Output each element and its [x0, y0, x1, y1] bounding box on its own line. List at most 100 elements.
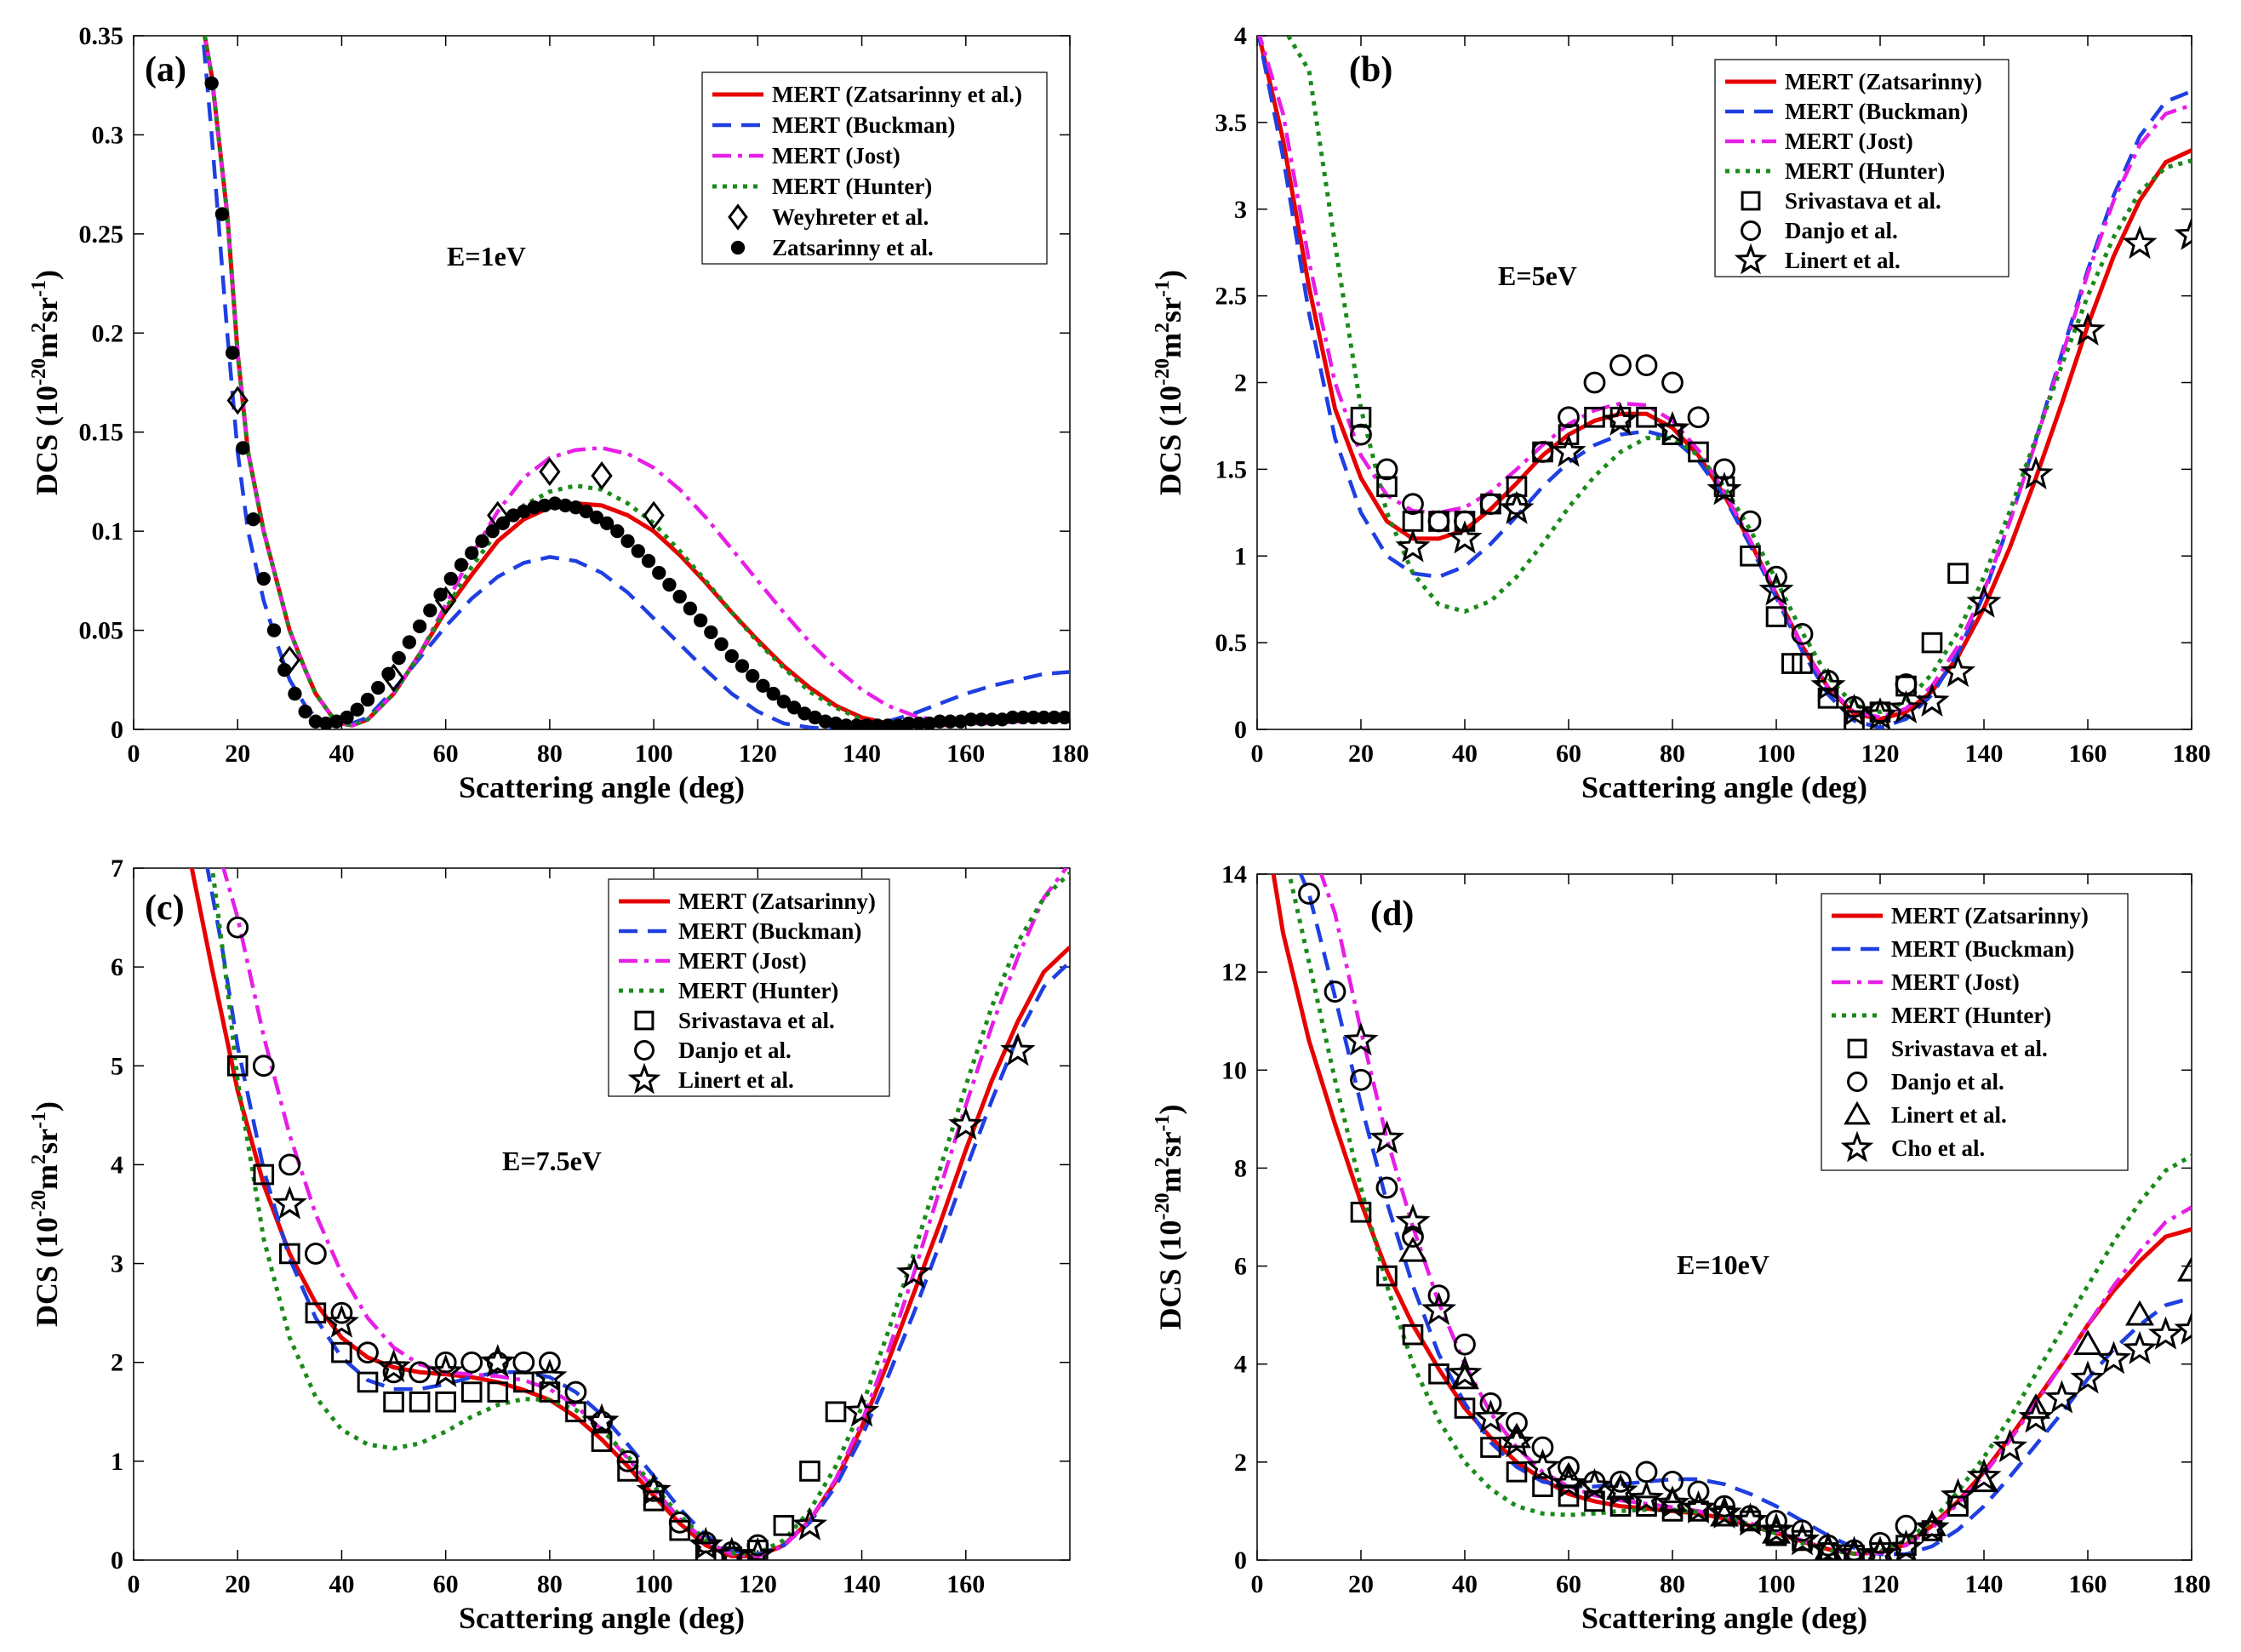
x-tick-label: 20	[225, 740, 250, 768]
data-point-danjo-et-al-	[538, 1351, 561, 1374]
y-axis-label-part: )	[1153, 1104, 1187, 1114]
data-point-srivastava-et-al-	[1740, 545, 1761, 567]
plot-area	[133, 35, 1071, 730]
y-tick-label: 0.3	[92, 121, 124, 149]
data-point-linert-et-al-	[1867, 1537, 1893, 1560]
data-point-srivastava-et-al-	[799, 1461, 820, 1482]
data-point-danjo-et-al-	[1791, 1519, 1814, 1542]
y-tick-label: 2	[1234, 369, 1247, 397]
data-point-linert-et-al-	[532, 1358, 568, 1392]
data-point-danjo-et-al-	[1427, 1284, 1450, 1307]
data-point-linert-et-al-	[1706, 472, 1742, 506]
panel-label: (b)	[1349, 50, 1392, 89]
legend-marker	[1844, 1100, 1871, 1125]
legend-marker	[634, 1010, 655, 1031]
data-point-zatsarinny-et-al-	[443, 571, 458, 586]
data-point-zatsarinny-et-al-	[735, 659, 750, 673]
x-tick-label: 180	[2173, 1570, 2211, 1598]
legend-entry: MERT (Jost)	[1891, 969, 2020, 995]
data-point-cho-et-al-	[2122, 1330, 2158, 1364]
data-point-danjo-et-al-	[1583, 371, 1606, 394]
y-tick-label: 3	[1234, 196, 1247, 224]
data-point-zatsarinny-et-al-	[214, 207, 230, 221]
data-point-zatsarinny-et-al-	[236, 441, 250, 455]
legend-marker	[627, 1062, 661, 1095]
data-point-danjo-et-al-	[1609, 354, 1632, 377]
x-tick-label: 60	[433, 1570, 459, 1598]
data-point-srivastava-et-al-	[1376, 1265, 1398, 1287]
y-tick-label: 0.35	[79, 22, 124, 50]
data-point-zatsarinny-et-al-	[485, 523, 500, 539]
data-point-linert-et-al-	[1758, 572, 1794, 606]
data-point-danjo-et-al-	[1739, 510, 1762, 533]
legend-entry: MERT (Jost)	[772, 143, 900, 169]
legend-entry: MERT (Buckman)	[772, 112, 955, 138]
data-point-danjo-et-al-	[1661, 371, 1684, 394]
y-tick-label: 0.5	[1215, 629, 1248, 657]
data-point-danjo-et-al-	[1765, 565, 1787, 588]
data-point-cho-et-al-	[2147, 1316, 2184, 1350]
data-point-linert-et-al-	[1814, 1535, 1843, 1560]
x-tick-label: 20	[1348, 1570, 1374, 1598]
legend: MERT (Zatsarinny et al.) MERT (Buckman) ME…	[701, 71, 1048, 265]
data-point-zatsarinny-et-al-	[204, 76, 219, 91]
x-tick-label: 40	[1452, 1570, 1478, 1598]
legend-entry: MERT (Jost)	[1785, 129, 1913, 154]
y-tick-label: 2	[1234, 1449, 1247, 1477]
legend-entry: Linert et al.	[1785, 248, 1901, 273]
data-point-linert-et-al-	[375, 1348, 412, 1383]
data-point-zatsarinny-et-al-	[256, 571, 271, 586]
data-point-zatsarinny-et-al-	[350, 702, 364, 717]
legend-entry: Danjo et al.	[678, 1038, 792, 1063]
data-point-srivastava-et-al-	[1454, 1398, 1476, 1419]
data-point-srivastava-et-al-	[383, 1391, 404, 1413]
legend-entry: Cho et al.	[1891, 1135, 1985, 1161]
data-point-danjo-et-al-	[1323, 980, 1346, 1003]
y-axis-label-part: DCS (10	[1153, 386, 1187, 495]
y-tick-label: 0	[1234, 1546, 1247, 1575]
x-tick-label: 80	[537, 740, 563, 768]
data-point-linert-et-al-	[2177, 1255, 2192, 1282]
data-point-linert-et-al-	[948, 1106, 984, 1140]
data-point-linert-et-al-	[272, 1186, 308, 1220]
data-point-linert-et-al-	[1888, 689, 1924, 724]
legend-entry: MERT (Hunter)	[678, 978, 838, 1003]
legend-entry: MERT (Buckman)	[1785, 99, 1968, 124]
panel-label: (a)	[145, 50, 186, 89]
data-point-srivastava-et-al-	[695, 1541, 717, 1560]
y-axis-label-part: -20	[28, 1190, 50, 1217]
data-point-srivastava-et-al-	[1350, 1201, 1372, 1223]
x-tick-label: 40	[329, 740, 354, 768]
data-point-linert-et-al-	[1398, 1236, 1427, 1262]
y-axis-label-part: -20	[1152, 358, 1174, 386]
data-point-srivastava-et-al-	[1688, 441, 1709, 463]
data-point-danjo-et-al-	[409, 1361, 432, 1384]
x-tick-label: 0	[1251, 740, 1264, 768]
data-point-cho-et-al-	[1758, 1512, 1794, 1546]
data-point-danjo-et-al-	[1427, 510, 1450, 533]
legend-entry: Danjo et al.	[1785, 218, 1898, 243]
y-axis-label-part: )	[30, 270, 64, 280]
y-tick-label: 1.5	[1215, 455, 1248, 483]
data-point-danjo-et-al-	[278, 1153, 301, 1176]
legend-box	[1821, 893, 2129, 1171]
data-point-zatsarinny-et-al-	[786, 700, 802, 715]
data-point-srivastava-et-al-	[305, 1302, 327, 1323]
legend: MERT (Zatsarinny) MERT (Buckman) MERT (Jos…	[1821, 893, 2129, 1171]
chart-panel-2: 0 20 40 60 80 100 120 140 160 180 0 0.5 1 1.5 2 2.5 3 3.5…	[1152, 22, 2211, 804]
data-point-cho-et-al-	[2095, 1340, 2132, 1375]
y-axis-label-part: 2	[28, 1154, 50, 1164]
data-point-cho-et-al-	[1914, 1509, 1950, 1544]
data-point-linert-et-al-	[584, 1403, 620, 1437]
series-group	[1257, 36, 2192, 729]
data-point-weyhreter-et-al-	[539, 457, 561, 487]
legend-entry: MERT (Hunter)	[1785, 158, 1945, 184]
energy-label: E=5eV	[1498, 260, 1577, 291]
y-tick-label: 6	[1234, 1253, 1247, 1281]
legend-marker	[1840, 1130, 1874, 1163]
data-point-zatsarinny-et-al-	[412, 619, 427, 634]
data-point-danjo-et-al-	[1506, 1411, 1528, 1434]
y-axis-label-part: sr	[30, 1129, 64, 1154]
y-tick-label: 4	[111, 1151, 123, 1179]
